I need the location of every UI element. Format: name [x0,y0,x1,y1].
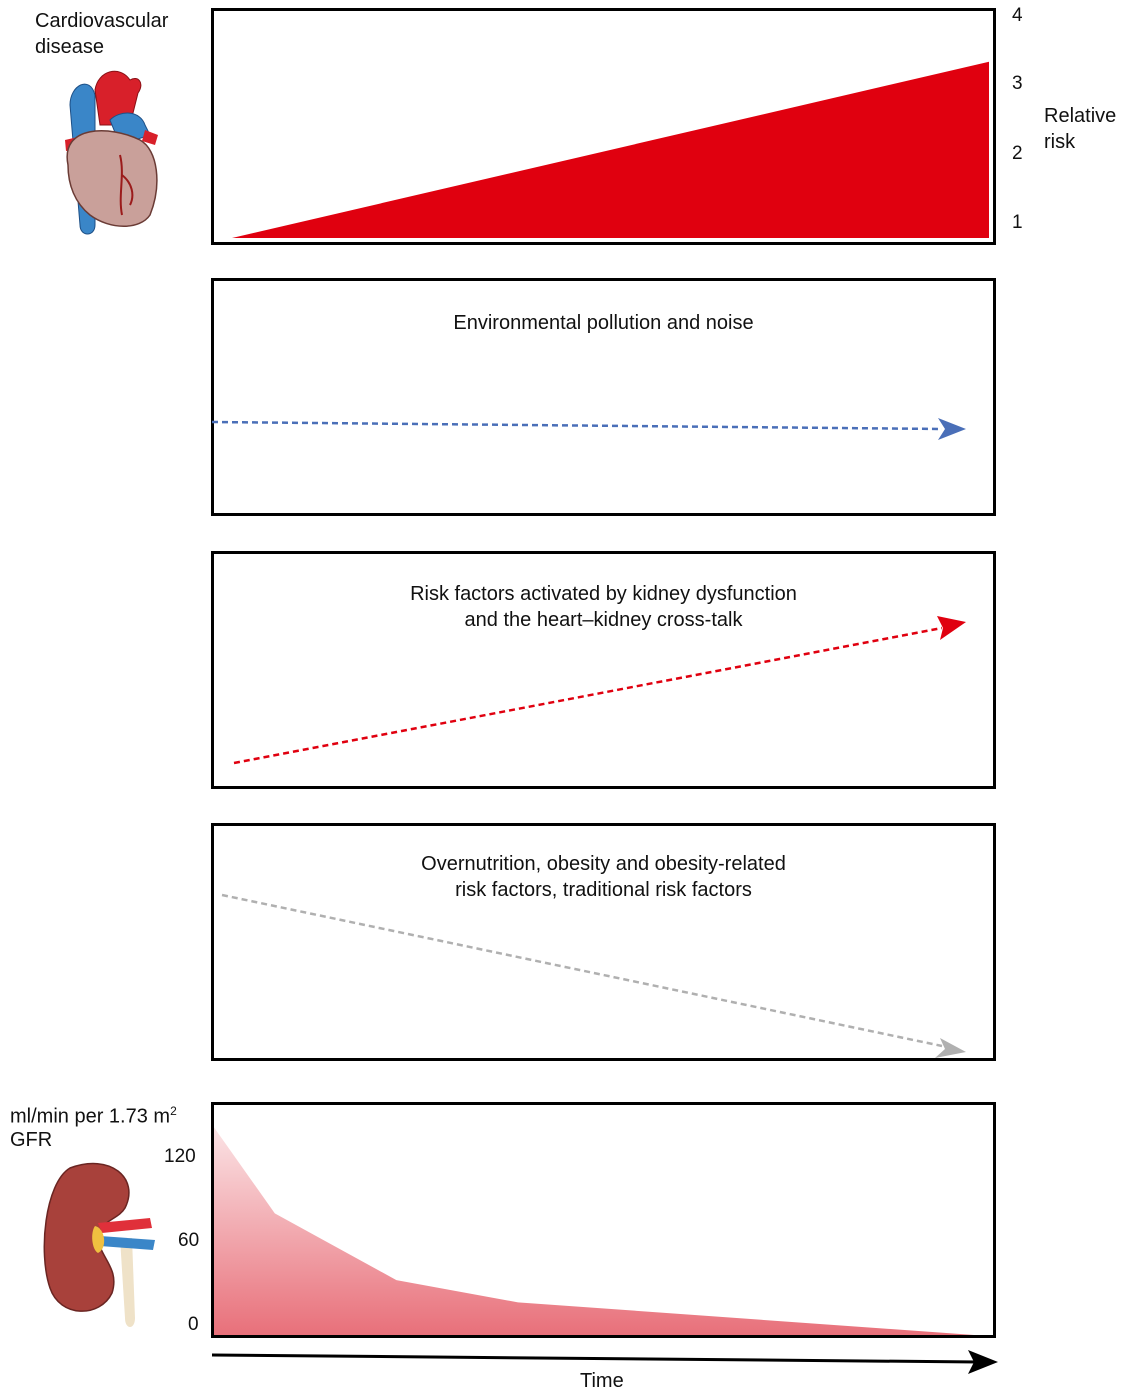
kidney-dysfunction-panel: Risk factors activated by kidney dysfunc… [211,551,996,789]
obesity-panel: Overnutrition, obesity and obesity-relat… [211,823,996,1061]
kidney-panel-title-line1: Risk factors activated by kidney dysfunc… [410,583,797,605]
obesity-trend-arrow [221,893,943,1048]
kidney-arrowhead [937,616,966,640]
kidney-icon [40,1158,165,1333]
kidney-panel-title-line2: and the heart–kidney cross-talk [464,609,743,631]
kidney-trend-arrow [233,626,943,765]
pollution-arrowhead [938,418,966,440]
pollution-trend-arrow [211,420,943,431]
gfr-unit-text: ml/min per 1.73 m [10,1105,171,1128]
pollution-panel-title: Environmental pollution and noise [453,312,754,334]
cv-risk-panel [211,8,996,245]
risk-tick-3: 3 [1012,73,1023,94]
risk-tick-4: 4 [1012,5,1023,26]
gfr-tick-60: 60 [178,1230,200,1251]
gfr-area [214,1127,974,1335]
time-axis-arrowhead [968,1350,998,1374]
gfr-panel [211,1102,996,1338]
risk-axis-label-line2: risk [1044,131,1076,153]
gfr-unit-label: ml/min per 1.73 m2 [10,1098,177,1130]
risk-tick-1: 1 [1012,212,1023,233]
obesity-panel-title-line1: Overnutrition, obesity and obesity-relat… [421,853,786,875]
top-title-line1: Cardiovascular [35,10,169,32]
gfr-unit-superscript: 2 [170,1104,177,1118]
time-axis-label: Time [580,1370,624,1392]
gfr-tick-120: 120 [164,1146,196,1167]
time-axis-line [211,1353,979,1364]
obesity-arrowhead [935,1038,966,1058]
pollution-panel: Environmental pollution and noise [211,278,996,516]
obesity-panel-title-line2: risk factors, traditional risk factors [455,879,752,901]
cv-risk-area [232,61,989,238]
risk-tick-2: 2 [1012,143,1023,164]
gfr-tick-0: 0 [188,1314,199,1335]
heart-icon [50,65,165,240]
risk-axis-label-line1: Relative [1044,105,1117,127]
gfr-axis-label: GFR [10,1129,53,1151]
top-title-line2: disease [35,36,104,58]
